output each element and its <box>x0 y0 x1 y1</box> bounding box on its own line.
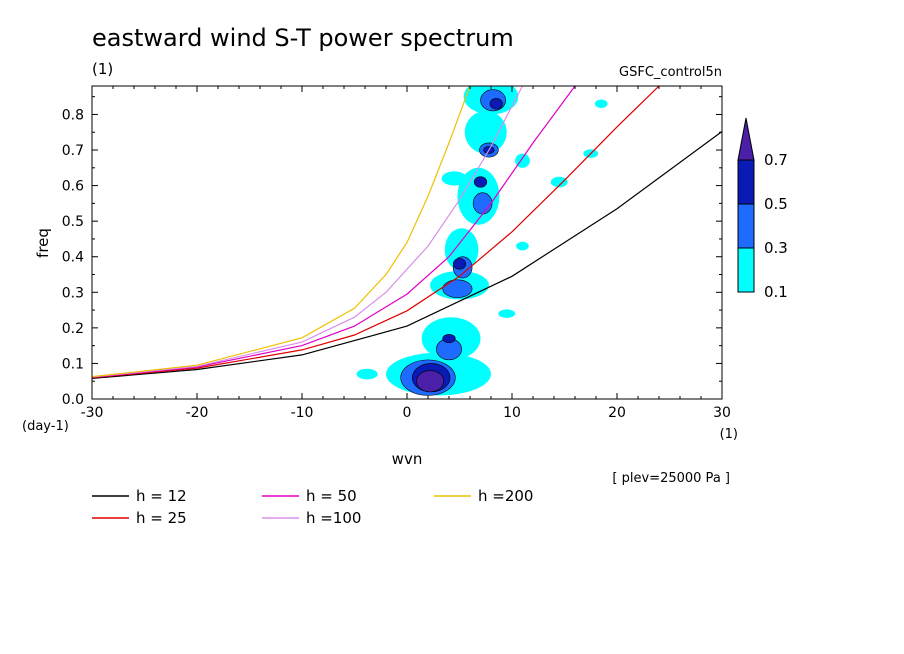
subtitle-left: (1) <box>92 60 113 78</box>
y-axis-label: freq <box>34 228 52 258</box>
contour-blob <box>416 370 445 393</box>
contour-blob <box>550 176 568 188</box>
colorbar-segment <box>737 159 755 205</box>
y-tick-label: 0.0 <box>62 392 84 408</box>
legend-label: h =100 <box>306 509 361 527</box>
contour-blob <box>489 98 503 110</box>
contour-blob <box>516 241 529 251</box>
legend-label: h = 50 <box>306 487 357 505</box>
contour-blob <box>442 333 456 344</box>
colorbar-label: 0.1 <box>764 283 788 301</box>
contour-blob <box>441 171 467 186</box>
x-tick-label: -30 <box>81 405 104 421</box>
x-tick-label: -20 <box>186 405 209 421</box>
x-tick-label: 0 <box>403 405 412 421</box>
x-unit-label: (1) <box>720 427 738 442</box>
y-tick-label: 0.5 <box>62 214 84 230</box>
colorbar-label: 0.5 <box>764 195 788 213</box>
contour-blob <box>356 368 378 380</box>
colorbar-segment <box>737 247 755 293</box>
plev-annotation: [ plev=25000 Pa ] <box>612 471 730 486</box>
contour-blob <box>498 309 516 318</box>
dispersion-curves <box>92 86 722 379</box>
contour-blob <box>464 110 507 154</box>
y-tick-label: 0.8 <box>62 107 84 123</box>
curve-h-50 <box>92 86 576 378</box>
legend-label: h = 25 <box>136 509 187 527</box>
contour-fills <box>356 86 608 396</box>
colorbar: 0.1 0.3 0.5 0.7 <box>737 117 788 301</box>
colorbar-segment <box>737 203 755 249</box>
curve-h-12 <box>92 131 722 379</box>
contour-blob <box>442 279 473 298</box>
legend-label: h = 12 <box>136 487 187 505</box>
axes: -30 -20 -10 0 10 20 30 0.0 0.1 0.2 0.3 0.4 0.5 0.6 0.7… <box>62 86 731 421</box>
legend-label: h =200 <box>478 487 533 505</box>
chart-title: eastward wind S-T power spectrum <box>92 24 514 52</box>
x-tick-label: 10 <box>503 405 521 421</box>
y-tick-label: 0.3 <box>62 285 84 301</box>
x-tick-label: 30 <box>713 405 731 421</box>
subtitle-right: GSFC_control5n <box>619 65 722 80</box>
y-tick-label: 0.2 <box>62 321 84 337</box>
colorbar-arrow <box>737 117 755 161</box>
contour-blob <box>594 99 608 109</box>
contour-blob <box>472 192 493 215</box>
curve-h-25 <box>92 86 660 379</box>
x-axis-label: wvn <box>392 450 423 468</box>
y-tick-label: 0.7 <box>62 143 84 159</box>
y-tick-label: 0.4 <box>62 250 84 266</box>
legend: h = 12 h = 25 h = 50 h =100 h =200 <box>92 487 533 527</box>
y-tick-label: 0.1 <box>62 356 84 372</box>
curve-h-100 <box>92 86 524 378</box>
curve-h-200 <box>92 86 471 378</box>
y-unit-label: (day-1) <box>22 419 69 434</box>
x-tick-label: -10 <box>291 405 314 421</box>
x-tick-label: 20 <box>608 405 626 421</box>
colorbar-label: 0.3 <box>764 239 788 257</box>
contour-blob <box>452 258 467 270</box>
colorbar-label: 0.7 <box>764 151 788 169</box>
contour-blob <box>473 176 488 188</box>
y-tick-label: 0.6 <box>62 179 84 195</box>
